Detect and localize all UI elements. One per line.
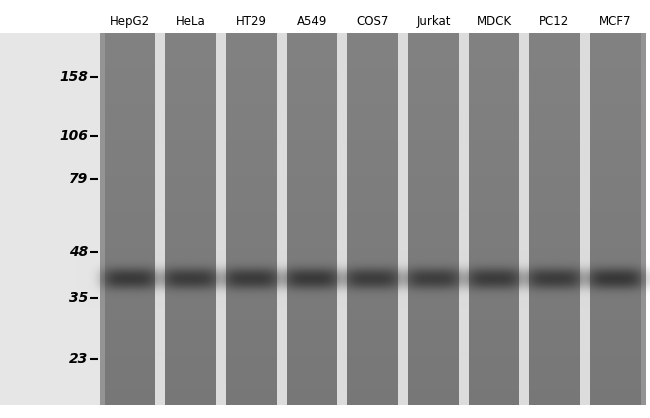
Text: HeLa: HeLa: [176, 15, 205, 28]
Text: COS7: COS7: [356, 15, 389, 28]
Text: 79: 79: [69, 172, 88, 186]
Text: 35: 35: [69, 291, 88, 305]
Text: 23: 23: [69, 352, 88, 366]
Text: MDCK: MDCK: [476, 15, 512, 28]
Text: 158: 158: [59, 70, 88, 84]
Text: Jurkat: Jurkat: [416, 15, 450, 28]
Text: PC12: PC12: [540, 15, 569, 28]
Text: A549: A549: [297, 15, 327, 28]
Text: MCF7: MCF7: [599, 15, 632, 28]
Text: HepG2: HepG2: [110, 15, 150, 28]
Text: 106: 106: [59, 129, 88, 143]
Text: 48: 48: [69, 245, 88, 259]
Text: HT29: HT29: [236, 15, 267, 28]
